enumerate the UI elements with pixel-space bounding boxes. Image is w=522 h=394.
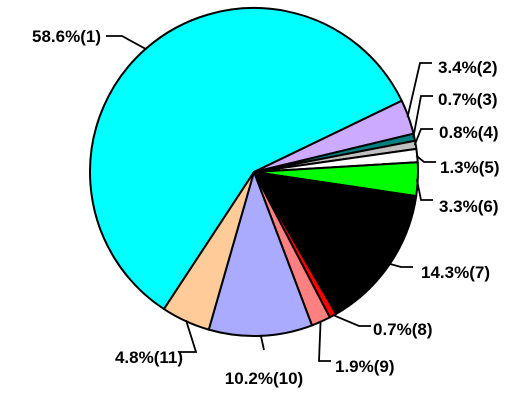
leader-line-1 [106,35,148,51]
slices-layer [89,7,419,337]
slice-label-2: 3.4%(2) [438,58,498,77]
leader-line-8 [332,313,371,327]
leader-line-3 [412,95,433,138]
slice-label-9: 1.9%(9) [335,357,395,376]
slice-label-7: 14.3%(7) [421,263,490,282]
leader-line-4 [413,128,433,146]
leader-line-5 [415,154,436,163]
slice-label-11: 4.8%(11) [115,348,183,367]
labels-layer: 58.6%(1) 3.4%(2) 0.7%(3) 0.8%(4) 1.3%(5) 3.3%… [32,27,500,388]
slice-label-3: 0.7%(3) [438,90,498,109]
slice-label-4: 0.8%(4) [439,123,499,142]
slice-label-10: 10.2%(10) [225,369,303,388]
leader-line-9 [318,320,331,362]
leader-line-10 [259,334,265,351]
leader-lines-layer [106,35,436,362]
slice-label-8: 0.7%(8) [373,320,433,339]
leader-line-7 [388,262,413,268]
leader-line-2 [406,62,432,118]
slice-label-1: 58.6%(1) [32,27,101,46]
slice-label-6: 3.3%(6) [439,197,499,216]
slice-label-5: 1.3%(5) [440,158,500,177]
leader-line-6 [415,179,433,201]
leader-line-11 [180,319,198,353]
